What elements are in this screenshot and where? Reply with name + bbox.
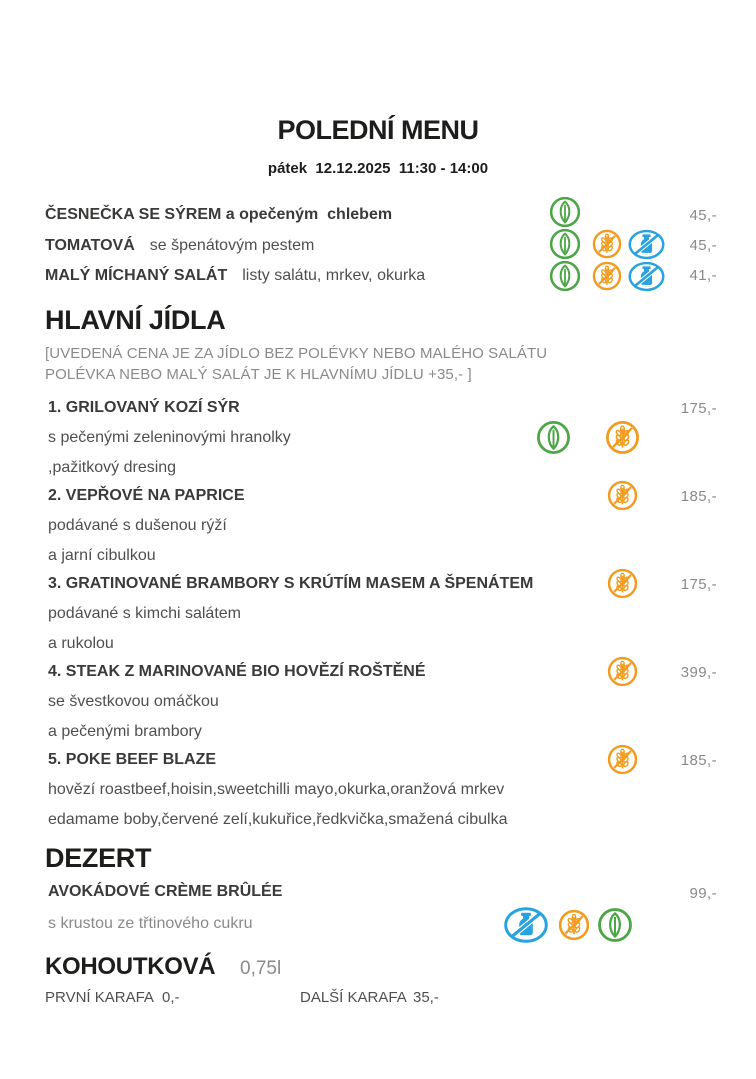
main-item-price: 399,- [680, 664, 717, 681]
starter-desc: listy salátu, mrkev, okurka [242, 267, 426, 284]
gluten-free-icon [591, 260, 623, 292]
leaf-icon [535, 419, 572, 456]
starter-price: 45,- [689, 207, 717, 224]
main-item-desc: ,pažitkový dresing [48, 459, 177, 476]
dessert-name: AVOKÁDOVÉ CRÈME BRÛLÉE [48, 883, 283, 900]
lactose-free-icon [623, 260, 670, 293]
starter-row: MALÝ MÍCHANÝ SALÁT listy salátu, mrkev, … [45, 266, 425, 286]
next-carafe-label: DALŠÍ KARAFA [300, 989, 407, 1006]
section-heading-tap-water: KOHOUTKOVÁ [45, 953, 216, 980]
mains-note-line1: [UVEDENÁ CENA JE ZA JÍDLO BEZ POLÉVKY NE… [45, 345, 548, 362]
main-item-name: 5. POKE BEEF BLAZE [48, 751, 217, 768]
first-carafe-label: PRVNÍ KARAFA [45, 989, 154, 1006]
first-carafe-price: 0,- [162, 989, 180, 1006]
main-item-name: 3. GRATINOVANÉ BRAMBORY S KRÚTÍM MASEM A… [48, 575, 534, 592]
menu-date-time: pátek 12.12.2025 11:30 - 14:00 [267, 160, 489, 177]
starter-name: MALÝ MÍCHANÝ SALÁT [45, 267, 228, 284]
mains-note-line2: POLÉVKA NEBO MALÝ SALÁT JE K HLAVNÍMU JÍ… [45, 366, 472, 383]
main-item-price: 185,- [680, 488, 717, 505]
gluten-free-icon [606, 655, 639, 688]
starter-price: 45,- [689, 237, 717, 254]
leaf-icon [548, 227, 582, 261]
leaf-icon [596, 906, 634, 944]
starter-price: 41,- [689, 267, 717, 284]
starter-desc: se špenátovým pestem [149, 237, 315, 254]
gluten-free-icon [604, 419, 641, 456]
main-item-desc: podávané s kimchi salátem [48, 605, 241, 622]
page-title: POLEDNÍ MENU [277, 115, 479, 145]
gluten-free-icon [606, 567, 639, 600]
main-item-desc: edamame boby,červené zelí,kukuřice,ředkv… [48, 811, 508, 828]
section-heading-dessert: DEZERT [45, 843, 152, 873]
starter-name: ČESNEČKA SE SÝREM a opečeným chlebem [45, 206, 393, 223]
lactose-free-icon [623, 228, 670, 261]
gluten-free-icon [591, 228, 623, 260]
main-item-name: 2. VEPŘOVÉ NA PAPRICE [48, 487, 245, 504]
gluten-free-icon [557, 908, 591, 942]
main-item-price: 185,- [680, 752, 717, 769]
next-carafe-price: 35,- [413, 989, 439, 1006]
leaf-icon [548, 259, 582, 293]
main-item-desc: hovězí roastbeef,hoisin,sweetchilli mayo… [48, 781, 505, 798]
tap-water-volume: 0,75l [240, 958, 282, 979]
main-item-desc: a pečenými brambory [48, 723, 202, 740]
main-item-desc: podávané s dušenou rýží [48, 517, 227, 534]
starter-name: TOMATOVÁ [45, 237, 135, 254]
starter-row: TOMATOVÁ se špenátovým pestem [45, 236, 314, 256]
lactose-free-icon [501, 905, 551, 945]
main-item-price: 175,- [680, 400, 717, 417]
main-item-desc: se švestkovou omáčkou [48, 693, 219, 710]
main-item-name: 4. STEAK Z MARINOVANÉ BIO HOVĚZÍ ROŠTĚNÉ [48, 663, 426, 680]
main-item-desc: s pečenými zeleninovými hranolky [48, 429, 291, 446]
section-heading-mains: HLAVNÍ JÍDLA [45, 305, 226, 335]
starter-row: ČESNEČKA SE SÝREM a opečeným chlebem [45, 205, 407, 225]
dessert-price: 99,- [689, 885, 717, 902]
dessert-desc: s krustou ze třtinového cukru [48, 915, 253, 932]
gluten-free-icon [606, 479, 639, 512]
main-item-desc: a rukolou [48, 635, 114, 652]
main-item-name: 1. GRILOVANÝ KOZÍ SÝR [48, 399, 240, 416]
gluten-free-icon [606, 743, 639, 776]
leaf-icon [548, 195, 582, 229]
main-item-desc: a jarní cibulkou [48, 547, 156, 564]
main-item-price: 175,- [680, 576, 717, 593]
